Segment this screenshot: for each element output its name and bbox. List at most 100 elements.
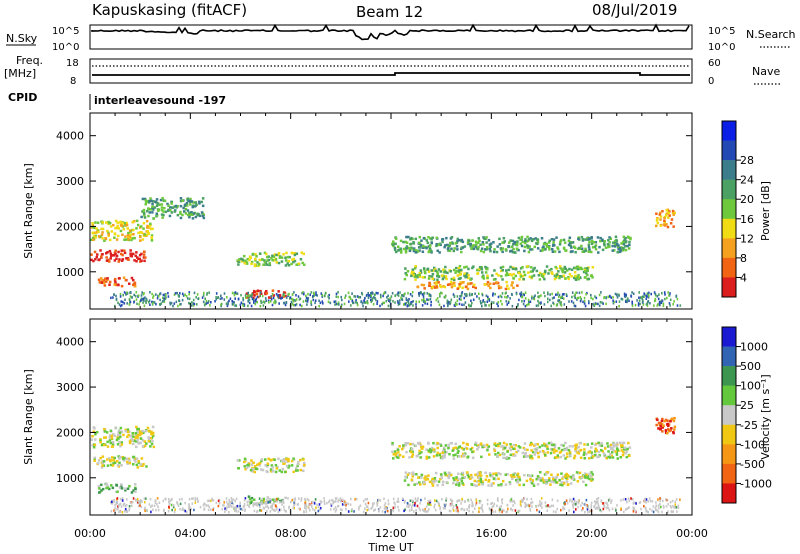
- data-cell: [450, 236, 454, 239]
- data-cell: [476, 272, 480, 275]
- data-cell: [618, 304, 620, 308]
- data-cell: [208, 291, 210, 294]
- data-cell: [509, 297, 511, 300]
- data-cell: [564, 249, 567, 252]
- data-cell: [472, 244, 475, 247]
- colorbar-segment: [722, 327, 736, 347]
- data-cell: [673, 428, 676, 431]
- data-cell: [267, 258, 271, 262]
- data-cell: [173, 504, 175, 507]
- data-cell: [424, 475, 427, 478]
- data-cell: [92, 235, 96, 238]
- data-cell: [669, 501, 672, 504]
- data-cell: [369, 294, 371, 297]
- data-cell: [479, 300, 482, 303]
- data-cell: [478, 501, 481, 505]
- data-cell: [143, 507, 146, 511]
- data-cell: [253, 294, 256, 297]
- data-cell: [623, 448, 626, 451]
- data-cell: [127, 231, 130, 235]
- data-cell: [669, 292, 671, 295]
- data-cell: [347, 510, 350, 513]
- data-cell: [136, 223, 140, 227]
- data-cell: [456, 481, 459, 484]
- data-cell: [502, 237, 506, 240]
- data-cell: [516, 472, 520, 476]
- data-cell: [255, 467, 259, 471]
- data-cell: [115, 254, 119, 258]
- data-cell: [519, 273, 522, 276]
- data-cell: [436, 446, 439, 450]
- data-cell: [123, 251, 127, 255]
- data-cell: [443, 453, 446, 457]
- data-cell: [478, 510, 480, 513]
- data-cell: [549, 480, 553, 483]
- data-cell: [140, 294, 143, 297]
- data-cell: [244, 259, 247, 262]
- data-cell: [120, 284, 124, 288]
- data-cell: [573, 510, 575, 514]
- data-cell: [248, 298, 251, 301]
- data-cell: [450, 277, 453, 281]
- data-cell: [512, 453, 515, 456]
- data-cell: [247, 463, 250, 467]
- data-cell: [134, 294, 137, 298]
- data-cell: [456, 447, 459, 450]
- data-cell: [577, 501, 580, 505]
- data-cell: [409, 503, 411, 506]
- data-cell: [188, 503, 190, 506]
- data-cell: [537, 304, 540, 307]
- data-cell: [509, 499, 511, 503]
- data-cell: [620, 449, 623, 452]
- data-cell: [121, 221, 124, 225]
- data-cell: [610, 296, 613, 299]
- data-cell: [121, 303, 123, 307]
- data-cell: [516, 449, 520, 453]
- data-cell: [337, 295, 339, 299]
- data-cell: [546, 504, 548, 508]
- data-cell: [609, 443, 613, 447]
- data-cell: [434, 269, 437, 273]
- data-cell: [208, 505, 211, 509]
- data-cell: [396, 448, 400, 452]
- data-cell: [568, 300, 570, 303]
- data-cell: [101, 455, 105, 458]
- data-cell: [666, 432, 669, 435]
- data-cell: [308, 499, 310, 502]
- data-cell: [659, 211, 662, 215]
- data-cell: [307, 297, 310, 300]
- data-cell: [115, 438, 119, 442]
- data-cell: [139, 499, 142, 502]
- data-cell: [366, 293, 368, 297]
- data-cell: [592, 302, 594, 306]
- data-cell: [110, 434, 114, 438]
- data-cell: [430, 241, 433, 245]
- data-cell: [427, 236, 430, 239]
- data-cell: [243, 504, 246, 508]
- data-cell: [100, 489, 103, 492]
- data-cell: [558, 293, 561, 297]
- data-cell: [174, 204, 178, 208]
- data-cell: [262, 304, 265, 307]
- data-cell: [225, 508, 228, 512]
- data-cell: [255, 503, 257, 507]
- data-cell: [281, 296, 283, 299]
- data-cell: [120, 249, 123, 252]
- data-cell: [528, 504, 531, 507]
- data-cell: [541, 248, 545, 251]
- data-cell: [474, 473, 477, 477]
- data-cell: [367, 301, 369, 305]
- data-cell: [147, 232, 150, 235]
- data-cell: [149, 208, 153, 211]
- data-cell: [130, 491, 134, 494]
- data-cell: [420, 446, 423, 449]
- data-cell: [512, 276, 515, 280]
- data-cell: [407, 235, 410, 239]
- data-cell: [597, 497, 600, 500]
- data-cell: [624, 241, 627, 244]
- data-cell: [444, 503, 446, 507]
- data-cell: [557, 447, 561, 450]
- data-cell: [397, 505, 399, 509]
- data-cell: [657, 427, 660, 430]
- data-cell: [412, 248, 415, 251]
